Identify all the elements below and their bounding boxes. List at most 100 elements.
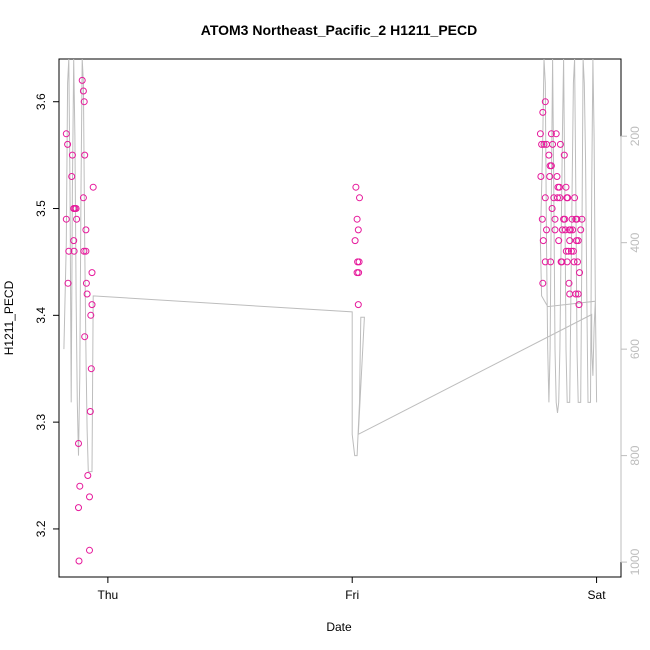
data-point	[354, 226, 362, 234]
data-point	[75, 557, 83, 565]
data-point	[568, 215, 576, 223]
data-point	[65, 247, 73, 255]
data-point	[547, 162, 555, 170]
data-point	[81, 151, 89, 159]
y2-tick-label: 400	[628, 232, 642, 252]
y2-tick-label: 200	[628, 126, 642, 146]
data-point	[78, 76, 86, 84]
data-point	[356, 194, 363, 202]
data-point	[576, 269, 583, 277]
data-point	[82, 226, 90, 234]
data-point	[68, 151, 76, 159]
data-point	[551, 215, 559, 223]
data-point	[82, 279, 90, 287]
y2-axis: 200 400 600 800 1000	[620, 126, 642, 575]
x-tick-label: Sat	[588, 588, 607, 602]
y-tick-label: 3.6	[34, 93, 48, 110]
data-point	[76, 482, 84, 490]
data-point	[547, 258, 555, 266]
data-point	[558, 226, 566, 234]
y-tick-label: 3.2	[34, 520, 48, 537]
data-point	[562, 183, 570, 191]
data-point	[556, 194, 564, 202]
data-point	[86, 546, 93, 554]
data-point	[548, 205, 556, 212]
data-point	[563, 258, 571, 266]
data-point	[68, 173, 76, 180]
data-point	[575, 301, 583, 309]
data-point	[560, 151, 568, 159]
data-point	[554, 194, 561, 202]
data-point	[87, 365, 95, 373]
y-axis-label: H1211_PECD	[2, 280, 16, 355]
data-point	[570, 258, 578, 266]
data-point	[354, 301, 362, 309]
data-point	[70, 237, 78, 245]
data-point	[538, 140, 546, 148]
data-point	[574, 290, 582, 298]
data-point	[558, 258, 566, 266]
data-point	[64, 279, 72, 287]
data-point	[546, 173, 554, 180]
data-point	[545, 151, 553, 159]
data-point	[81, 333, 89, 341]
data-point	[569, 226, 577, 234]
data-point	[571, 194, 579, 202]
data-point	[578, 215, 586, 223]
data-point	[353, 215, 361, 223]
data-point	[577, 226, 585, 234]
data-point	[552, 130, 560, 138]
data-point	[537, 173, 545, 180]
x-tick-label: Fri	[345, 588, 359, 602]
data-point	[538, 215, 546, 223]
data-point	[539, 279, 547, 287]
y-axis: 3.2 3.3 3.4 3.5 3.6	[34, 93, 59, 537]
y2-tick-label: 1000	[628, 548, 642, 575]
data-point	[88, 301, 96, 309]
data-point	[572, 290, 580, 298]
data-point	[87, 311, 95, 319]
data-point	[84, 472, 92, 479]
data-point	[352, 183, 360, 191]
data-point	[556, 140, 564, 148]
x-axis: Thu Fri Sat	[98, 577, 607, 602]
data-point	[89, 183, 97, 191]
data-point	[355, 258, 363, 266]
data-point	[75, 504, 82, 512]
data-point	[574, 258, 581, 266]
data-point	[62, 130, 70, 138]
y-tick-label: 3.4	[34, 307, 48, 324]
data-point	[541, 258, 549, 266]
data-point	[565, 247, 572, 255]
x-axis-label: Date	[326, 620, 352, 634]
data-point	[566, 237, 574, 245]
data-point	[351, 237, 359, 245]
data-point	[551, 226, 559, 234]
data-point	[565, 279, 573, 287]
data-point	[555, 183, 563, 191]
data-point	[553, 173, 561, 180]
data-point	[536, 130, 544, 138]
data-point	[539, 237, 547, 245]
data-point	[567, 247, 575, 255]
data-point	[70, 247, 78, 255]
data-point	[564, 194, 572, 202]
data-points	[62, 76, 586, 565]
chart-title: ATOM3 Northeast_Pacific_2 H1211_PECD	[201, 22, 478, 38]
data-point	[561, 215, 569, 223]
data-point	[79, 87, 87, 95]
data-point	[80, 247, 88, 255]
data-point	[566, 226, 574, 234]
data-point	[561, 226, 569, 234]
pressure-line-path	[63, 58, 598, 473]
data-point	[73, 215, 81, 223]
plot-area	[58, 58, 622, 578]
data-point	[547, 130, 555, 138]
data-point	[86, 408, 94, 415]
data-point	[569, 247, 577, 255]
y2-tick-label: 800	[628, 445, 642, 465]
data-point	[574, 237, 582, 245]
data-point	[64, 140, 72, 148]
data-point	[539, 108, 547, 116]
